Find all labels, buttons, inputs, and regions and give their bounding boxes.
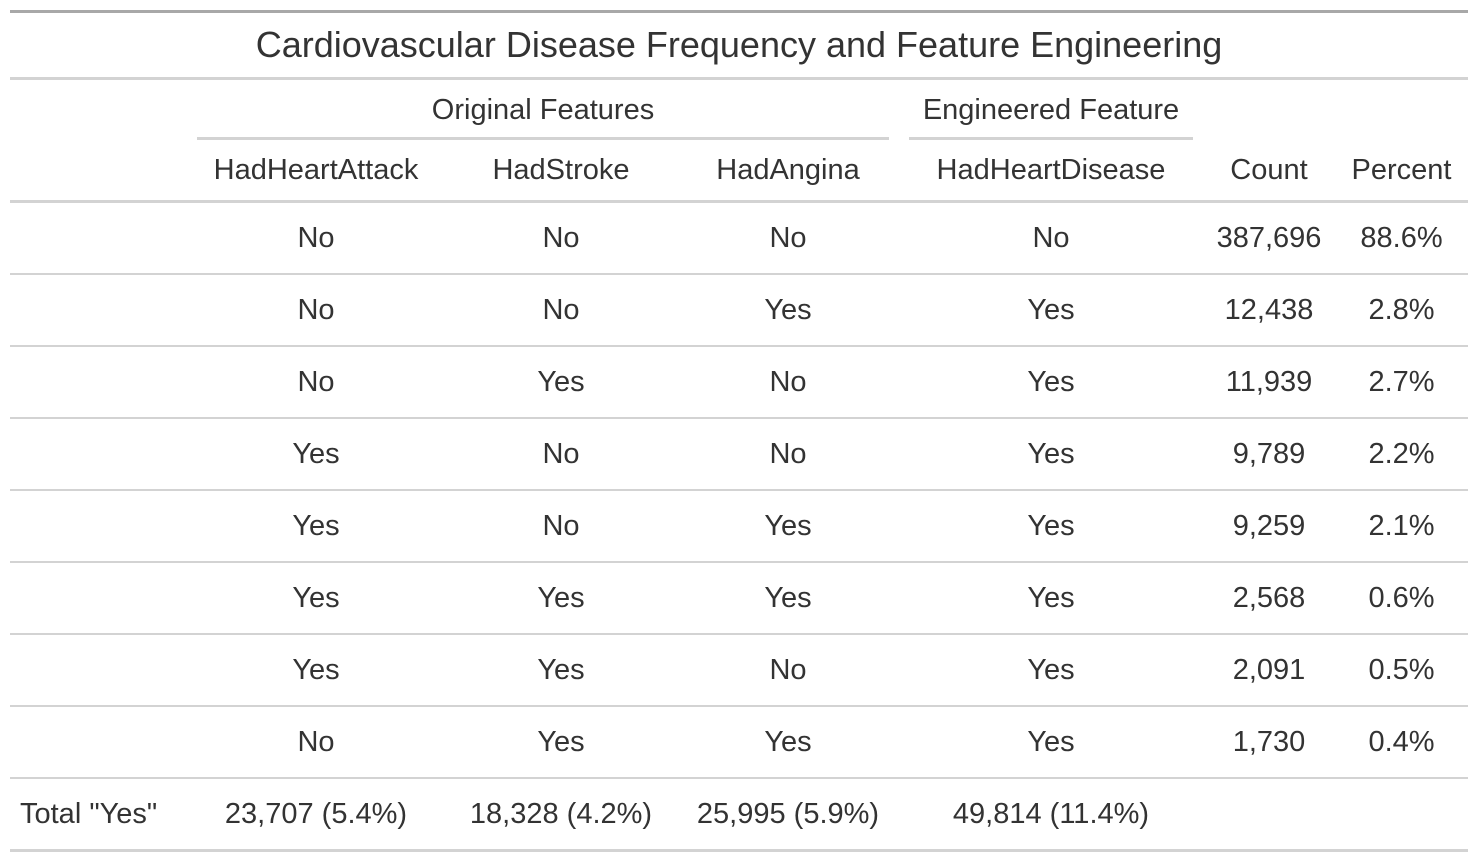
cell-hadheartdisease: Yes [899,562,1203,635]
cell-hadheartdisease: Yes [899,274,1203,347]
cell-count: 9,789 [1203,418,1335,491]
total-hadheartattack: 23,707 (5.4%) [187,778,445,852]
cell-count: 2,091 [1203,634,1335,707]
row-stub [10,634,187,707]
table-row: Yes No No Yes 9,789 2.2% [10,418,1468,491]
cell-hadheartdisease: Yes [899,634,1203,707]
spanner-empty [1335,79,1468,141]
table-row: Yes Yes No Yes 2,091 0.5% [10,634,1468,707]
spanner-empty [10,79,187,141]
row-stub [10,201,187,275]
cell-hadheartdisease: No [899,201,1203,275]
cell-percent: 0.4% [1335,706,1468,779]
cell-hadstroke: No [445,201,677,275]
cell-hadangina: No [677,201,899,275]
cell-count: 9,259 [1203,490,1335,563]
cell-hadstroke: Yes [445,634,677,707]
total-row: Total "Yes" 23,707 (5.4%) 18,328 (4.2%) … [10,778,1468,852]
cell-hadangina: No [677,418,899,491]
cell-hadangina: Yes [677,562,899,635]
row-stub [10,418,187,491]
table-row: No No Yes Yes 12,438 2.8% [10,274,1468,347]
total-hadangina: 25,995 (5.9%) [677,778,899,852]
cell-count: 12,438 [1203,274,1335,347]
cell-count: 387,696 [1203,201,1335,275]
column-header-hadheartdisease: HadHeartDisease [899,140,1203,203]
cell-hadangina: Yes [677,274,899,347]
table-row: No No No No 387,696 88.6% [10,201,1468,275]
cell-percent: 2.2% [1335,418,1468,491]
cell-hadheartattack: Yes [187,562,445,635]
table-body: No No No No 387,696 88.6% No No Yes Yes … [10,201,1468,852]
row-stub [10,274,187,347]
frequency-table-container: Cardiovascular Disease Frequency and Fea… [10,10,1468,852]
table-row: No Yes No Yes 11,939 2.7% [10,346,1468,419]
cell-percent: 2.7% [1335,346,1468,419]
cell-hadheartdisease: Yes [899,490,1203,563]
cell-hadstroke: Yes [445,706,677,779]
cell-percent: 0.5% [1335,634,1468,707]
cell-percent: 2.8% [1335,274,1468,347]
cell-hadangina: Yes [677,706,899,779]
column-header-percent: Percent [1335,140,1468,203]
cell-percent: 2.1% [1335,490,1468,563]
column-header-stub [10,140,187,203]
cell-hadheartdisease: Yes [899,346,1203,419]
cell-count: 11,939 [1203,346,1335,419]
cell-hadheartattack: No [187,201,445,275]
total-count [1203,778,1335,852]
cell-count: 2,568 [1203,562,1335,635]
cell-hadangina: Yes [677,490,899,563]
table-row: Yes Yes Yes Yes 2,568 0.6% [10,562,1468,635]
column-header-count: Count [1203,140,1335,203]
cell-hadheartattack: Yes [187,418,445,491]
cell-percent: 88.6% [1335,201,1468,275]
column-header-hadstroke: HadStroke [445,140,677,203]
row-stub [10,490,187,563]
cell-hadheartattack: No [187,346,445,419]
cell-percent: 0.6% [1335,562,1468,635]
cell-hadheartdisease: Yes [899,706,1203,779]
table-row: No Yes Yes Yes 1,730 0.4% [10,706,1468,779]
cell-hadheartattack: Yes [187,490,445,563]
spanner-engineered-feature: Engineered Feature [899,79,1203,140]
cell-count: 1,730 [1203,706,1335,779]
cell-hadstroke: No [445,418,677,491]
cell-hadangina: No [677,346,899,419]
cell-hadheartattack: No [187,274,445,347]
row-stub [10,346,187,419]
spanner-original-features: Original Features [187,79,899,140]
cell-hadangina: No [677,634,899,707]
row-stub [10,706,187,779]
spanner-original-label: Original Features [197,94,889,140]
cell-hadheartattack: Yes [187,634,445,707]
total-percent [1335,778,1468,852]
cell-hadstroke: No [445,490,677,563]
cell-hadstroke: Yes [445,562,677,635]
column-header-hadangina: HadAngina [677,140,899,203]
total-hadstroke: 18,328 (4.2%) [445,778,677,852]
spanner-engineered-label: Engineered Feature [909,94,1193,140]
column-header-hadheartattack: HadHeartAttack [187,140,445,203]
total-row-label: Total "Yes" [10,778,187,852]
cell-hadstroke: Yes [445,346,677,419]
table-title: Cardiovascular Disease Frequency and Fea… [10,10,1468,80]
spanner-empty [1203,79,1335,141]
frequency-table: Cardiovascular Disease Frequency and Fea… [10,10,1468,852]
row-stub [10,562,187,635]
table-row: Yes No Yes Yes 9,259 2.1% [10,490,1468,563]
total-hadheartdisease: 49,814 (11.4%) [899,778,1203,852]
cell-hadheartdisease: Yes [899,418,1203,491]
cell-hadstroke: No [445,274,677,347]
cell-hadheartattack: No [187,706,445,779]
